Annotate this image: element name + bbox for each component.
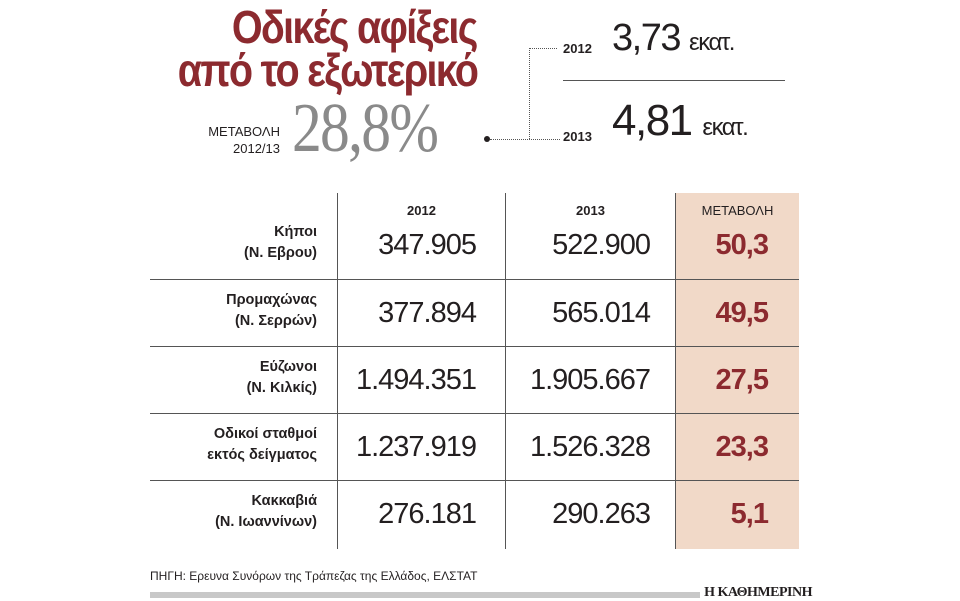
cell-2013: 1.526.328	[529, 431, 651, 463]
cell-change: 23,3	[715, 431, 769, 463]
column-divider	[337, 193, 338, 549]
cell-change: 50,3	[715, 229, 769, 261]
row-label: Προμαχώνας (Ν. Σερρών)	[226, 290, 317, 332]
connector-line-vertical	[529, 48, 530, 139]
value-2012: 3,73 εκατ.	[612, 17, 735, 63]
cell-2012: 276.181	[378, 498, 477, 530]
cell-2013: 565.014	[552, 297, 651, 329]
cell-2012: 1.237.919	[355, 431, 477, 463]
connector-dot	[484, 136, 490, 142]
value-2012-number: 3,73	[612, 17, 681, 59]
footer-bar	[150, 592, 812, 598]
row-label-line2: (Ν. Σερρών)	[234, 313, 317, 329]
cell-2012: 347.905	[378, 229, 477, 261]
row-label: Κακκαβιά (Ν. Ιωαννίνων)	[215, 491, 317, 533]
column-header-2012: 2012	[407, 203, 436, 218]
value-2013-number: 4,81	[612, 96, 693, 145]
row-label: Κήποι (Ν. Εβρου)	[244, 222, 317, 264]
row-label-line2: εκτός δείγματος	[207, 447, 317, 463]
row-label: Οδικοί σταθμοί εκτός δείγματος	[207, 424, 317, 466]
connector-line	[490, 139, 560, 140]
row-label-line1: Εύζωνοι	[259, 359, 317, 375]
column-header-change: ΜΕΤΑΒΟΛΗ	[701, 203, 774, 218]
column-divider	[675, 193, 676, 549]
row-label-line1: Προμαχώνας	[226, 292, 317, 308]
row-label-line2: (Ν. Κιλκίς)	[246, 380, 317, 396]
change-period: 2012/13	[233, 141, 280, 156]
cell-2012: 377.894	[378, 297, 477, 329]
row-divider	[150, 279, 799, 280]
row-label-line2: (Ν. Εβρου)	[244, 245, 317, 261]
cell-2012: 1.494.351	[355, 364, 477, 396]
year-2012-label: 2012	[563, 41, 592, 56]
cell-2013: 522.900	[552, 229, 651, 261]
brand-logo: Η ΚΑΘΗΜΕΡΙΝΗ	[700, 585, 812, 601]
source-note: ΠΗΓΗ: Ερευνα Συνόρων της Τράπεζας της Ελ…	[150, 569, 478, 583]
row-label-line1: Οδικοί σταθμοί	[213, 426, 317, 442]
row-label: Εύζωνοι (Ν. Κιλκίς)	[247, 357, 317, 399]
title-line-2: από το εξωτερικό	[177, 44, 479, 96]
cell-change: 5,1	[730, 498, 769, 530]
cell-change: 49,5	[715, 297, 769, 329]
row-label-line1: Κήποι	[274, 224, 317, 240]
value-2012-unit: εκατ.	[689, 29, 735, 56]
row-divider	[150, 480, 799, 481]
cell-2013: 1.905.667	[529, 364, 651, 396]
change-value: 28,8%	[292, 90, 439, 167]
row-label-line1: Κακκαβιά	[251, 493, 317, 509]
column-header-2013: 2013	[576, 203, 605, 218]
value-2013: 4,81 εκατ.	[612, 99, 749, 148]
connector-line-top	[529, 48, 557, 49]
summary-divider	[563, 80, 785, 81]
column-divider	[505, 193, 506, 549]
change-label: ΜΕΤΑΒΟΛΗ 2012/13	[208, 123, 280, 157]
cell-2013: 290.263	[552, 498, 651, 530]
change-column-shade	[675, 193, 799, 549]
cell-change: 27,5	[715, 364, 769, 396]
row-divider	[150, 346, 799, 347]
row-label-line2: (Ν. Ιωαννίνων)	[215, 514, 317, 530]
value-2013-unit: εκατ.	[702, 114, 748, 141]
title-line-1: Οδικές αφίξεις	[232, 1, 478, 53]
row-divider	[150, 413, 799, 414]
change-label-text: ΜΕΤΑΒΟΛΗ	[208, 124, 280, 139]
year-2013-label: 2013	[563, 129, 592, 144]
